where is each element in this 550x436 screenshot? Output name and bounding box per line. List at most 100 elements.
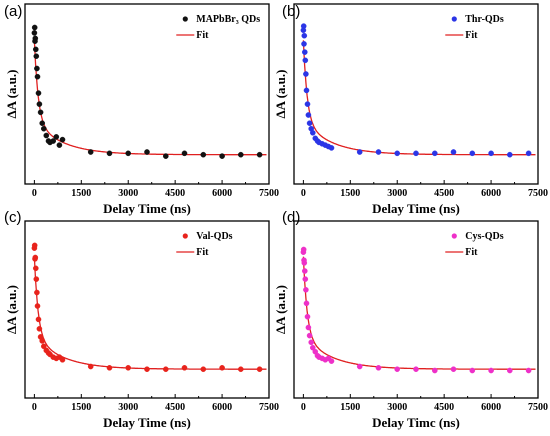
data-point	[301, 268, 308, 274]
x-tick-label: 0	[301, 402, 306, 413]
data-point	[59, 356, 66, 363]
x-tick-label: 6000	[212, 402, 232, 413]
y-axis-title: ΔA (a.u.)	[273, 285, 288, 334]
x-tick-label: 4500	[165, 402, 185, 413]
data-point	[300, 23, 307, 29]
data-point	[36, 325, 43, 332]
data-point	[43, 132, 50, 139]
data-point	[50, 138, 57, 144]
x-tick-label: 1500	[71, 188, 91, 199]
data-point	[181, 364, 188, 371]
data-point	[144, 149, 150, 155]
data-point	[356, 149, 363, 155]
data-point	[33, 46, 39, 53]
x-tick-label: 0	[301, 188, 306, 199]
data-point	[469, 150, 476, 157]
x-tick-label: 1500	[71, 402, 91, 413]
data-point	[33, 276, 40, 282]
data-point	[328, 358, 335, 364]
data-point	[33, 53, 40, 60]
data-point	[303, 300, 310, 307]
data-point	[303, 286, 309, 293]
data-point	[413, 366, 419, 373]
legend-series-name: MAPbBr₃ QDs	[196, 14, 260, 25]
data-point	[302, 57, 309, 64]
legend-marker	[182, 16, 188, 22]
data-point	[305, 324, 312, 331]
data-point	[37, 109, 44, 116]
data-point	[303, 87, 310, 94]
data-point	[301, 41, 307, 47]
data-point	[303, 71, 309, 77]
data-point	[36, 101, 43, 107]
data-point	[35, 316, 42, 323]
x-tick-label: 0	[32, 402, 37, 413]
data-point	[32, 35, 39, 42]
data-point	[488, 150, 494, 157]
data-point	[34, 303, 41, 309]
y-axis-title: ΔA (a.u.)	[4, 285, 19, 334]
x-tick-label: 3000	[118, 402, 138, 413]
data-point	[394, 150, 401, 157]
fit-curve	[33, 256, 267, 370]
data-point	[162, 366, 169, 373]
data-point	[304, 101, 311, 107]
data-point	[305, 112, 312, 118]
data-point	[39, 120, 46, 126]
data-point	[87, 363, 94, 370]
data-point	[125, 364, 131, 371]
x-tick-label: 0	[32, 188, 37, 199]
data-point	[106, 150, 113, 157]
legend-fit-name: Fit	[196, 247, 209, 258]
data-point	[106, 364, 113, 371]
data-point	[31, 242, 38, 249]
panel-label: (c)	[4, 209, 22, 226]
data-point	[39, 338, 46, 344]
x-tick-label: 7500	[259, 402, 279, 413]
legend-marker	[451, 16, 457, 22]
data-point	[375, 149, 382, 155]
data-point	[525, 150, 532, 157]
data-point	[450, 366, 457, 373]
legend-marker	[182, 233, 188, 239]
data-point	[125, 150, 131, 157]
data-point	[34, 65, 40, 72]
fit-curve	[302, 40, 536, 156]
chart-panel-b: (b) 0 1500 3000 4500 6000 7500 Delay Time (ns) Δ…	[273, 3, 548, 216]
data-point	[431, 367, 438, 374]
data-point	[306, 332, 313, 339]
x-tick-label: 6000	[212, 188, 232, 199]
data-point	[53, 134, 60, 140]
data-point	[413, 150, 419, 157]
data-point	[309, 344, 316, 351]
plot-frame	[293, 220, 539, 399]
x-tick-label: 6000	[481, 188, 501, 199]
x-tick-label: 7500	[259, 188, 279, 199]
plot-frame	[24, 3, 270, 185]
data-point	[308, 339, 315, 346]
x-tick-label: 3000	[118, 188, 138, 199]
data-point	[32, 254, 39, 261]
data-point	[488, 367, 494, 374]
x-axis-title: Delay Time (ns)	[103, 201, 191, 216]
fit-curve	[302, 256, 536, 370]
data-point	[302, 276, 309, 282]
legend-fit-name: Fit	[465, 247, 478, 258]
legend-marker	[451, 233, 457, 239]
data-point	[301, 49, 308, 55]
x-tick-label: 1500	[340, 188, 360, 199]
data-point	[375, 364, 382, 371]
x-tick-label: 4500	[165, 188, 185, 199]
data-point	[256, 366, 263, 373]
x-tick-label: 4500	[434, 402, 454, 413]
data-point	[200, 151, 207, 158]
data-point	[525, 367, 532, 374]
x-axis-title: Delay Time (ns)	[103, 415, 191, 430]
legend-series-name: Val-QDs	[196, 231, 232, 242]
chart-panel-a: (a) 0 1500 3000 4500 6000 7500 Delay Time (ns) Δ…	[4, 3, 279, 216]
plot-frame	[293, 3, 539, 185]
data-point	[33, 265, 39, 272]
data-point	[237, 151, 244, 158]
data-point	[506, 367, 513, 374]
panel-label: (a)	[4, 3, 22, 20]
